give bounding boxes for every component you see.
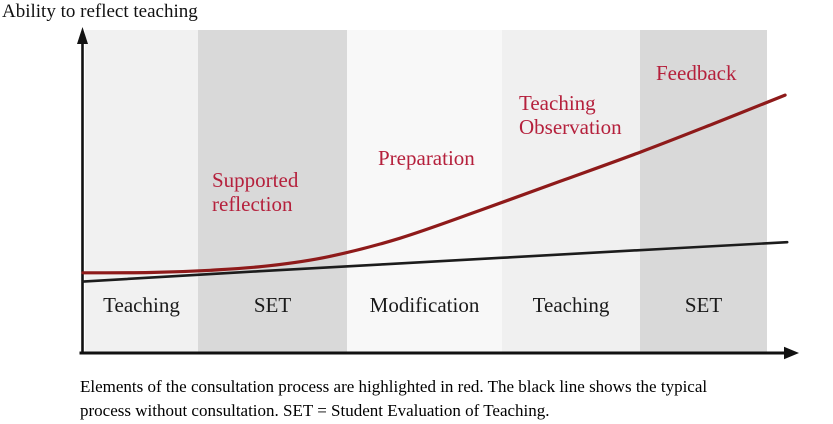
phase-label-3: Modification (369, 293, 480, 317)
caption-line-2: process without consultation. SET = Stud… (80, 401, 550, 420)
phase-label-2: SET (253, 293, 292, 317)
highlight-label-4: Teaching Observation (519, 91, 622, 139)
phase-label-1: Teaching (103, 293, 180, 317)
y-axis-arrowhead-icon (77, 27, 88, 44)
phase-band-1 (85, 30, 198, 353)
caption-line-1: Elements of the consultation process are… (80, 377, 708, 396)
consultation-line (81, 93, 787, 275)
highlight-label-3: Preparation (378, 146, 475, 170)
highlight-label-2: Supported reflection (212, 168, 299, 216)
phase-label-5: SET (684, 293, 723, 317)
figure-caption: Elements of the consultation process are… (80, 375, 707, 423)
x-axis-arrowhead-icon (784, 346, 799, 360)
y-axis-title: Ability to reflect teaching (2, 1, 198, 22)
highlight-label-5: Feedback (656, 61, 737, 85)
phase-band-5 (640, 30, 767, 353)
typical-process-line (81, 240, 789, 283)
phase-label-4: Teaching (532, 293, 610, 317)
phase-band-4 (502, 30, 640, 353)
phase-band-3 (347, 30, 502, 353)
phase-band-2 (198, 30, 347, 353)
